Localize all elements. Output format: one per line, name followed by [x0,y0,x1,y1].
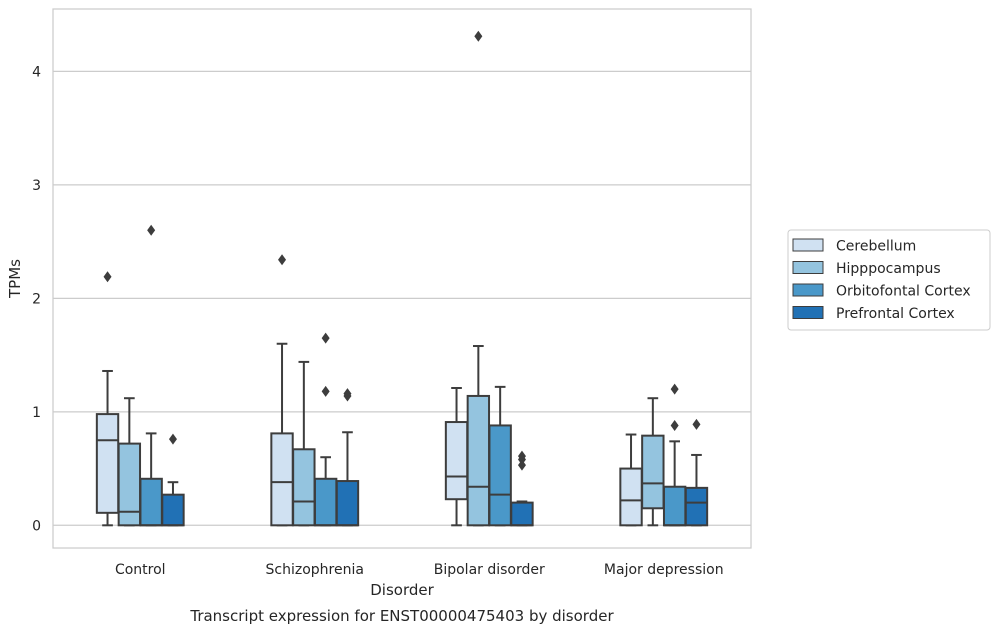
box-body [161,493,185,527]
legend-swatch [792,238,824,252]
x-tick-labels: Control Schizophrenia Bipolar disorder Majo… [115,562,724,578]
x-tick-label: Control [115,562,166,578]
box-cerebellum [619,433,643,527]
box-hipppocampus [117,397,142,527]
box-hipppocampus [641,397,665,527]
box-orbitofontal-cortex [662,383,687,527]
outlier-point [321,385,330,397]
y-tick-label: 1 [32,405,41,421]
outlier-point [474,30,483,42]
box-body [619,467,643,527]
box-body [684,486,709,527]
box-cerebellum [270,254,294,527]
box-body [466,394,491,527]
box-body [292,448,316,527]
x-axis-title: Disorder [370,581,434,599]
legend-label: Hipppocampus [836,261,941,277]
plot-frame [52,8,752,549]
x-tick-label: Major depression [604,562,724,578]
box-prefrontal-cortex [684,418,709,527]
box-body [139,477,163,527]
legend-swatch [792,306,824,319]
outlier-point [670,419,679,431]
box-body [313,477,338,527]
box-cerebellum [95,271,120,527]
box-body [444,421,469,501]
y-axis-title: TPMs [6,259,24,299]
outlier-point [321,332,330,344]
outlier-point [517,453,526,465]
box-plot-area [95,30,709,527]
outlier-point [168,433,177,445]
outlier-point [692,418,701,430]
box-body [641,434,665,510]
legend-label: Orbitofontal Cortex [836,284,971,300]
x-tick-label: Bipolar disorder [434,562,545,578]
outlier-point [517,459,526,471]
box-orbitofontal-cortex [313,332,338,527]
box-prefrontal-cortex [161,433,185,527]
legend-frame [787,229,991,331]
legend-label: Cerebellum [836,239,916,255]
box-orbitofontal-cortex [488,385,512,527]
box-body [488,424,512,527]
y-tick-label: 4 [32,64,41,80]
y-tick-label: 3 [32,178,41,194]
legend-swatch [792,261,824,274]
box-body [270,432,294,527]
chart-caption: Transcript expression for ENST0000047540… [189,607,614,625]
outlier-point [670,383,679,395]
box-cerebellum [444,387,469,527]
y-tick-label: 2 [32,291,41,307]
outlier-point [278,254,287,266]
y-tick-label: 0 [32,518,41,534]
box-body [662,485,687,527]
y-tick-labels: 0 1 2 3 4 [32,64,41,534]
outlier-point [103,271,112,283]
box-body [95,413,120,514]
outlier-point [147,224,156,236]
box-prefrontal-cortex [335,388,360,527]
legend-swatch [792,283,824,297]
outlier-point [343,390,352,402]
box-body [510,501,534,527]
box-orbitofontal-cortex [139,224,163,527]
legend-label: Prefrontal Cortex [836,306,955,322]
box-hipppocampus [292,360,316,527]
box-body [335,480,360,527]
box-body [117,442,142,527]
box-hipppocampus [466,30,491,527]
legend: Cerebellum Hipppocampus Orbitofontal Corte… [787,229,991,331]
x-tick-label: Schizophrenia [266,562,364,578]
box-prefrontal-cortex [510,450,534,527]
